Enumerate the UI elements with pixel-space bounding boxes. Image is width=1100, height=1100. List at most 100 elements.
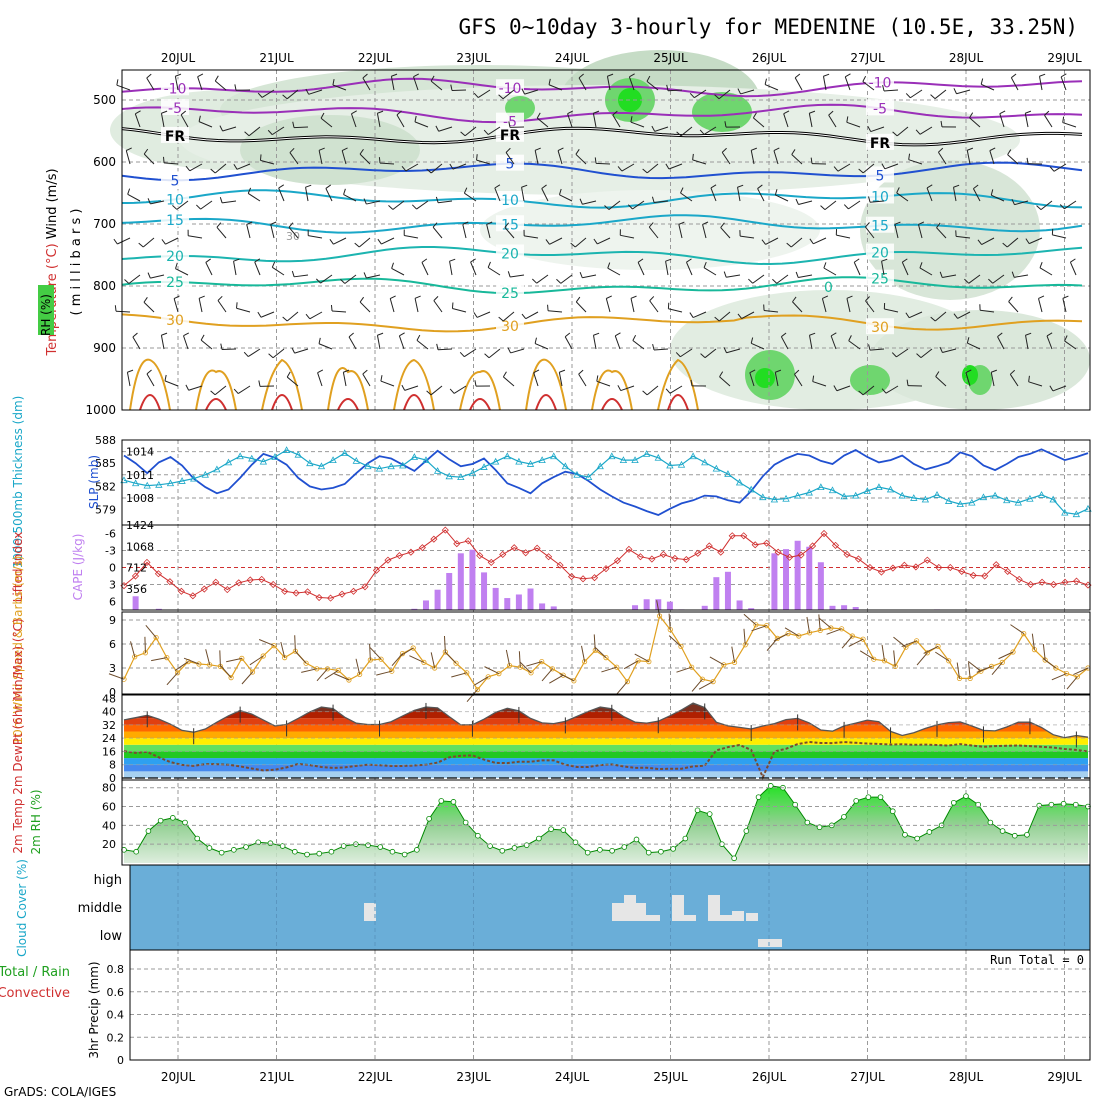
wind-barb [399,647,414,657]
rh-point [279,843,286,849]
thickness-point [468,469,477,477]
wind-barb [438,126,453,132]
temp-band [124,758,1088,765]
wind-barb [980,78,984,85]
rh-point [206,845,213,851]
thickness-point [445,472,453,480]
wind-barb [942,348,957,354]
thickness-point [631,456,639,463]
thickness-point [294,450,302,458]
x-tick-label-top: 22JUL [358,51,393,65]
wind-barb [632,340,645,350]
wind-barb [1008,301,1019,313]
wind-barb [627,204,633,210]
wind-barb [188,385,203,391]
wind-barb [484,666,500,675]
thickness-point [131,479,140,487]
wind-barb [532,278,537,284]
wind-barb [175,262,178,269]
wind-barb [1040,200,1053,211]
isotherm-line [459,370,501,411]
wind-barb [354,242,360,248]
wind-barb [1064,200,1077,210]
wind-barb [656,600,661,617]
wind-barb [260,159,275,165]
wind-barb [381,237,395,245]
wind-barb [570,242,576,248]
wind-barb [318,150,323,165]
wind-barb [808,113,813,128]
cape-bar [527,588,534,610]
wind-barb [579,198,583,205]
lifted-index-point [372,566,381,574]
wind-barb [318,147,325,151]
cloud-block [746,913,758,921]
rh-shading-high [850,365,890,395]
wind-barb [438,200,453,204]
wind-barb [965,372,971,387]
wind-barb [305,184,312,188]
wind-barb [134,113,141,128]
wind-barb [362,73,368,79]
slp-line [123,448,1089,516]
wind-barb [737,184,744,188]
wind-barb [723,271,727,278]
wind-barb [498,94,504,100]
wind-barb [1066,676,1078,690]
wind-barb [743,628,746,645]
wind-barb [1025,110,1032,114]
rh-shading [870,310,1090,410]
lifted-index-point [854,555,863,563]
isotherm-line [121,103,1083,124]
lifted-index-point [682,556,690,564]
wind-barb [165,237,179,245]
wind-barb [559,194,573,202]
wind-barb [498,316,504,322]
wind-barb [720,222,725,228]
wind-barb [286,311,299,322]
wind-barb [934,89,947,100]
isotherm-label-bg [496,154,524,171]
wind-barb [258,380,261,387]
wind-barb [217,300,227,313]
wind-barb [930,94,936,100]
wind-barb [967,661,982,672]
y-tick-label: 1000 [85,403,116,417]
isotherm-line [121,77,1083,98]
lifted-index-point [1015,575,1023,583]
thickness-point [608,452,616,460]
wind-barb [685,261,693,276]
wind-barb [1014,274,1029,278]
lifted-index-point [384,556,392,564]
y-tick-label: 60 [102,801,116,814]
thickness-point [886,485,895,493]
wind-barb [784,627,800,637]
wind-barb [953,187,957,202]
wind-barb [822,76,827,91]
wind-barb [870,126,885,133]
wind-barb [486,224,491,239]
wind-barb [916,353,922,359]
wind-barb [396,114,405,128]
wind-barb [896,126,909,137]
isotherm-label: FR [500,128,521,144]
wind-barb [343,194,357,202]
wind-barb [691,678,703,692]
wind-speed-point [549,666,556,672]
isotherm-label-bg [496,191,524,208]
wind-barb [466,689,478,703]
wind-barb [1028,375,1030,382]
wind-barb [676,131,682,137]
y-tick-label-left: 579 [95,504,116,517]
wind-barb [430,385,443,396]
wind-speed-point [346,677,352,683]
wind-barb [919,262,923,269]
wind-barb [1002,242,1008,248]
rh-point [926,829,933,835]
lifted-index-point [602,565,610,573]
lifted-index-point [923,556,931,564]
wind-barb [449,261,453,276]
wind-barb [1044,114,1053,128]
wind-barb [601,666,617,673]
x-tick-label-bottom: 24JUL [555,1070,590,1084]
